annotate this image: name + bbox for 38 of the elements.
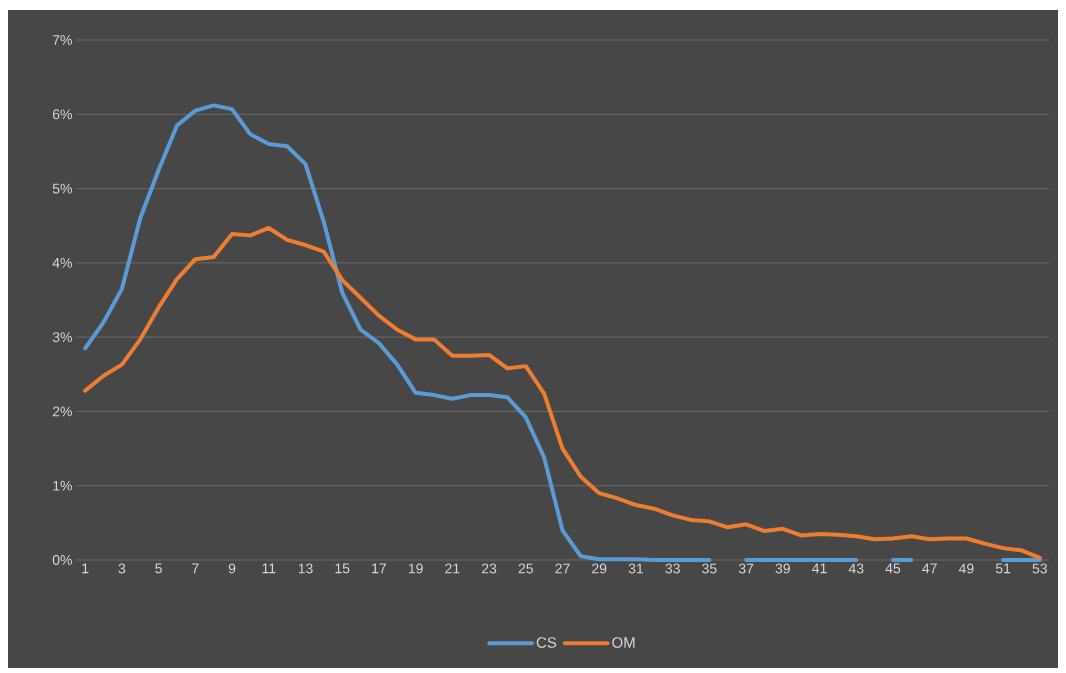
y-tick-label: 2% [52, 406, 72, 417]
y-tick-label: 5% [52, 183, 72, 194]
x-tick-label: 17 [372, 563, 387, 574]
y-tick-label: 7% [52, 35, 72, 45]
x-tick-label: 51 [995, 563, 1011, 574]
y-tick-label: 3% [52, 332, 72, 343]
x-tick-label: 11 [262, 563, 276, 574]
x-tick-label: 49 [958, 563, 974, 574]
legend-label: OM [612, 637, 635, 648]
legend-label: CS [536, 637, 557, 648]
line-series [83, 225, 1042, 560]
x-tick-label: 31 [628, 563, 644, 574]
x-tick-label: 9 [228, 563, 236, 574]
x-tick-label: 43 [848, 563, 864, 574]
x-tick-label: 3 [118, 563, 126, 574]
x-tick-label: 13 [298, 563, 313, 574]
x-tick-label: 45 [885, 563, 901, 574]
x-tick-label: 41 [812, 563, 827, 574]
x-tick-label: 27 [555, 563, 570, 574]
y-tick-label: 1% [53, 480, 72, 491]
x-tick-label: 23 [481, 563, 497, 574]
y-tick-label: 6% [52, 109, 72, 120]
x-tick-label: 21 [445, 563, 460, 574]
x-tick-label: 47 [922, 563, 937, 574]
x-tick-label: 29 [592, 563, 607, 574]
x-tick-label: 5 [155, 563, 162, 574]
x-tick-label: 7 [192, 563, 199, 574]
x-tick-label: 1 [82, 563, 89, 574]
x-tick-label: 53 [1032, 563, 1047, 574]
x-tick-label: 19 [408, 563, 423, 574]
x-tick-label: 33 [665, 563, 680, 574]
x-tick-label: 25 [518, 563, 533, 574]
y-tick-label: 0% [52, 555, 72, 565]
y-tick-label: 4% [52, 257, 72, 268]
x-tick-label: 15 [335, 563, 350, 574]
x-tick-label: 37 [738, 563, 754, 574]
x-tick-label: 35 [702, 563, 717, 574]
x-tick-label: 39 [775, 563, 790, 574]
